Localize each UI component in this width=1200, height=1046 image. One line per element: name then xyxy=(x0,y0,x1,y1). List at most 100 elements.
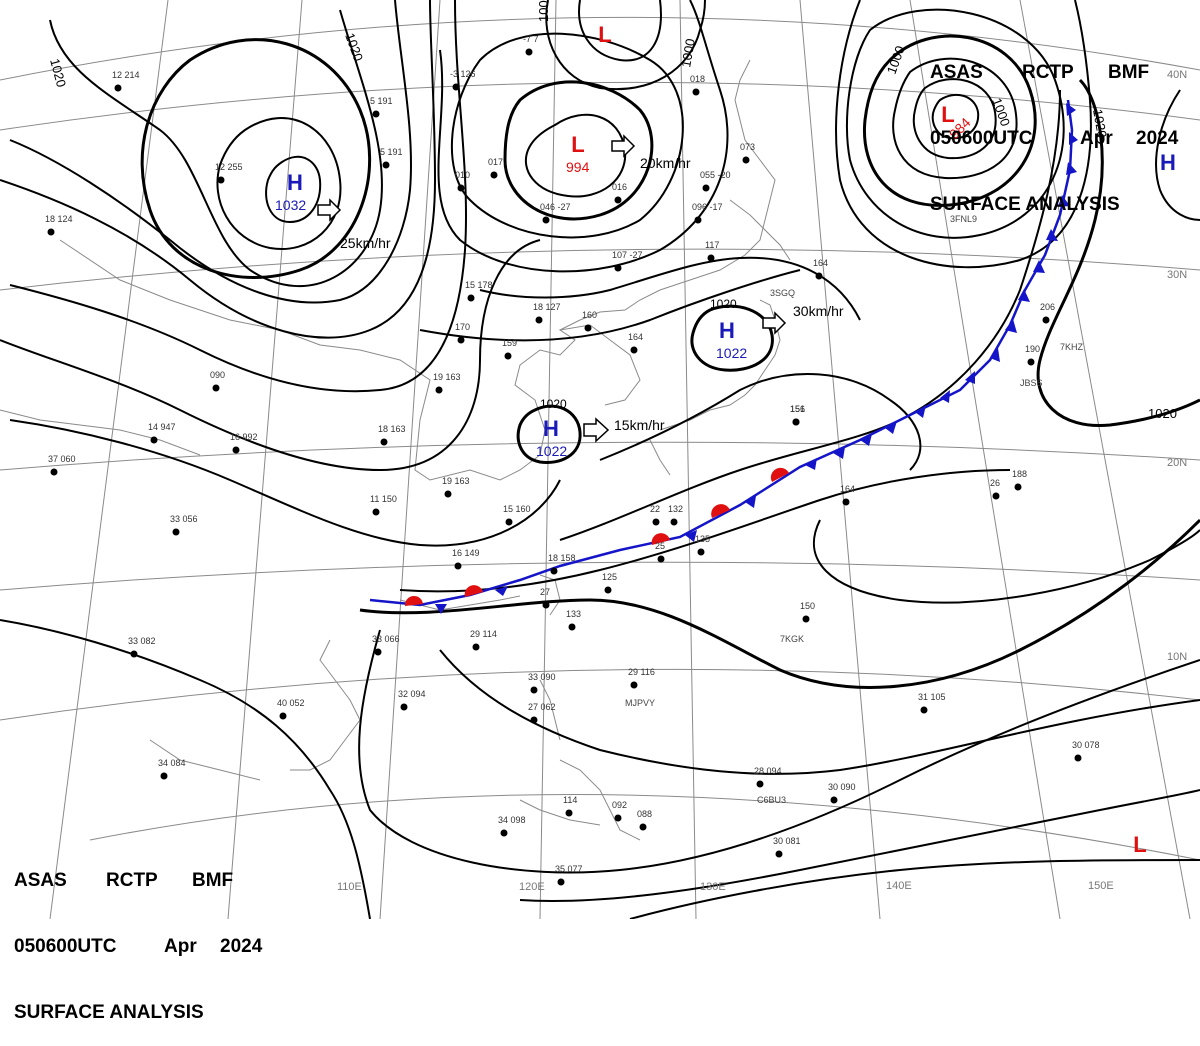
station-marker xyxy=(380,438,388,446)
station-plot: 017 xyxy=(488,157,503,167)
header-title: SURFACE ANALYSIS xyxy=(930,194,1120,215)
station-plot: 35 077 xyxy=(555,864,583,874)
station-marker xyxy=(568,623,576,631)
station-marker xyxy=(1042,316,1050,324)
station-marker xyxy=(457,336,465,344)
header-year: 2024 xyxy=(220,936,263,957)
station-marker xyxy=(172,528,180,536)
station-marker xyxy=(530,686,538,694)
station-plot: 133 xyxy=(566,609,581,619)
station-plot: 34 084 xyxy=(158,758,186,768)
station-marker xyxy=(490,171,498,179)
station-plot: 12 255 xyxy=(215,162,243,172)
station-marker xyxy=(435,386,443,394)
station-plot: 107 -27 xyxy=(612,250,643,260)
station-marker xyxy=(212,384,220,392)
station-marker xyxy=(505,518,513,526)
latitude-label: 20N xyxy=(1167,457,1187,469)
center-pressure-value: 1022 xyxy=(716,345,747,361)
station-marker xyxy=(1014,483,1022,491)
isobar-label: 1000 xyxy=(536,0,551,22)
center-motion-speed: 30km/hr xyxy=(793,303,844,319)
station-plot: 14 947 xyxy=(148,422,176,432)
motion-arrows xyxy=(317,134,787,443)
station-marker xyxy=(467,294,475,302)
station-plot: 19 163 xyxy=(442,476,470,486)
station-plot: 29 116 xyxy=(628,667,655,677)
center-pressure-value: 1032 xyxy=(275,197,306,213)
station-plot: 188 xyxy=(1012,469,1027,479)
station-marker xyxy=(232,446,240,454)
station-plot: 32 094 xyxy=(398,689,426,699)
isobar-label: 1020 xyxy=(47,57,69,89)
station-id: 7KGK xyxy=(780,634,804,644)
high-center-letter: H xyxy=(287,170,303,195)
high-center-letter: H xyxy=(543,416,559,441)
station-plot: 5 191 xyxy=(370,96,393,106)
station-ids: 7KGK MJPVY C6BU3 3SGQ 3FNL9 JBSS 7KHZ xyxy=(625,214,1084,805)
station-marker xyxy=(400,703,408,711)
station-marker xyxy=(279,712,287,720)
station-marker xyxy=(614,264,622,272)
station-plot: 164 xyxy=(813,258,828,268)
station-plot: 160 xyxy=(582,310,597,320)
station-marker xyxy=(150,436,158,444)
station-marker xyxy=(657,555,665,563)
station-plot: 016 xyxy=(612,182,627,192)
station-plot: 206 xyxy=(1040,302,1055,312)
station-plot: 018 xyxy=(690,74,705,84)
longitude-label: 110E xyxy=(337,881,362,893)
station-plot: -3 126 xyxy=(450,69,476,79)
station-marker xyxy=(217,176,225,184)
station-marker xyxy=(604,586,612,594)
station-marker xyxy=(530,716,538,724)
station-marker xyxy=(500,829,508,837)
center-motion-speed: 20km/hr xyxy=(640,155,691,171)
coastlines xyxy=(0,59,791,841)
station-marker xyxy=(130,650,138,658)
station-marker xyxy=(444,490,452,498)
station-plot: 33 056 xyxy=(170,514,198,524)
station-marker xyxy=(372,110,380,118)
station-plot: 18 127 xyxy=(533,302,561,312)
station-plot: 25 xyxy=(655,541,665,551)
latitude-label: 10N xyxy=(1167,651,1187,663)
station-id: 7KHZ xyxy=(1060,342,1084,352)
station-plot: 114 xyxy=(563,795,577,805)
station-marker xyxy=(614,814,622,822)
station-plot: 33 066 xyxy=(372,634,400,644)
center-pressure-value: 994 xyxy=(566,159,590,175)
station-marker xyxy=(707,254,715,262)
header-agency: ASAS xyxy=(14,870,67,891)
center-pressure-value: 1022 xyxy=(536,443,567,459)
station-plot: 092 xyxy=(612,800,627,810)
station-plot: 12 214 xyxy=(112,70,140,80)
low-center-letter: L xyxy=(571,132,584,157)
station-plot: 088 xyxy=(637,809,652,819)
center-motion-speed: 25km/hr xyxy=(340,235,391,251)
station-plot: 15 160 xyxy=(503,504,531,514)
station-plot: 31 105 xyxy=(918,692,946,702)
header-station: RCTP xyxy=(1022,62,1074,83)
station-plot: 16 992 xyxy=(230,432,258,442)
station-marker xyxy=(792,418,800,426)
station-plot: 164 xyxy=(628,332,643,342)
station-marker xyxy=(565,809,573,817)
station-plot: 151 xyxy=(790,404,805,414)
station-marker xyxy=(639,823,647,831)
isobar-label: 1000 xyxy=(678,37,698,68)
station-plot: 16 149 xyxy=(452,548,480,558)
header-product: BMF xyxy=(192,870,234,891)
latitude-label: 40N xyxy=(1167,69,1187,81)
station-plot: 096 -17 xyxy=(692,202,723,212)
station-plot: 150 xyxy=(800,601,815,611)
station-plot: 132 xyxy=(668,504,683,514)
station-marker xyxy=(652,518,660,526)
station-marker xyxy=(614,196,622,204)
station-id: 3FNL9 xyxy=(950,214,977,224)
station-id: 3SGQ xyxy=(770,288,795,298)
station-plot: 11 150 xyxy=(370,494,397,504)
low-center-letter: L xyxy=(1133,832,1146,857)
longitude-label: 150E xyxy=(1088,880,1114,892)
